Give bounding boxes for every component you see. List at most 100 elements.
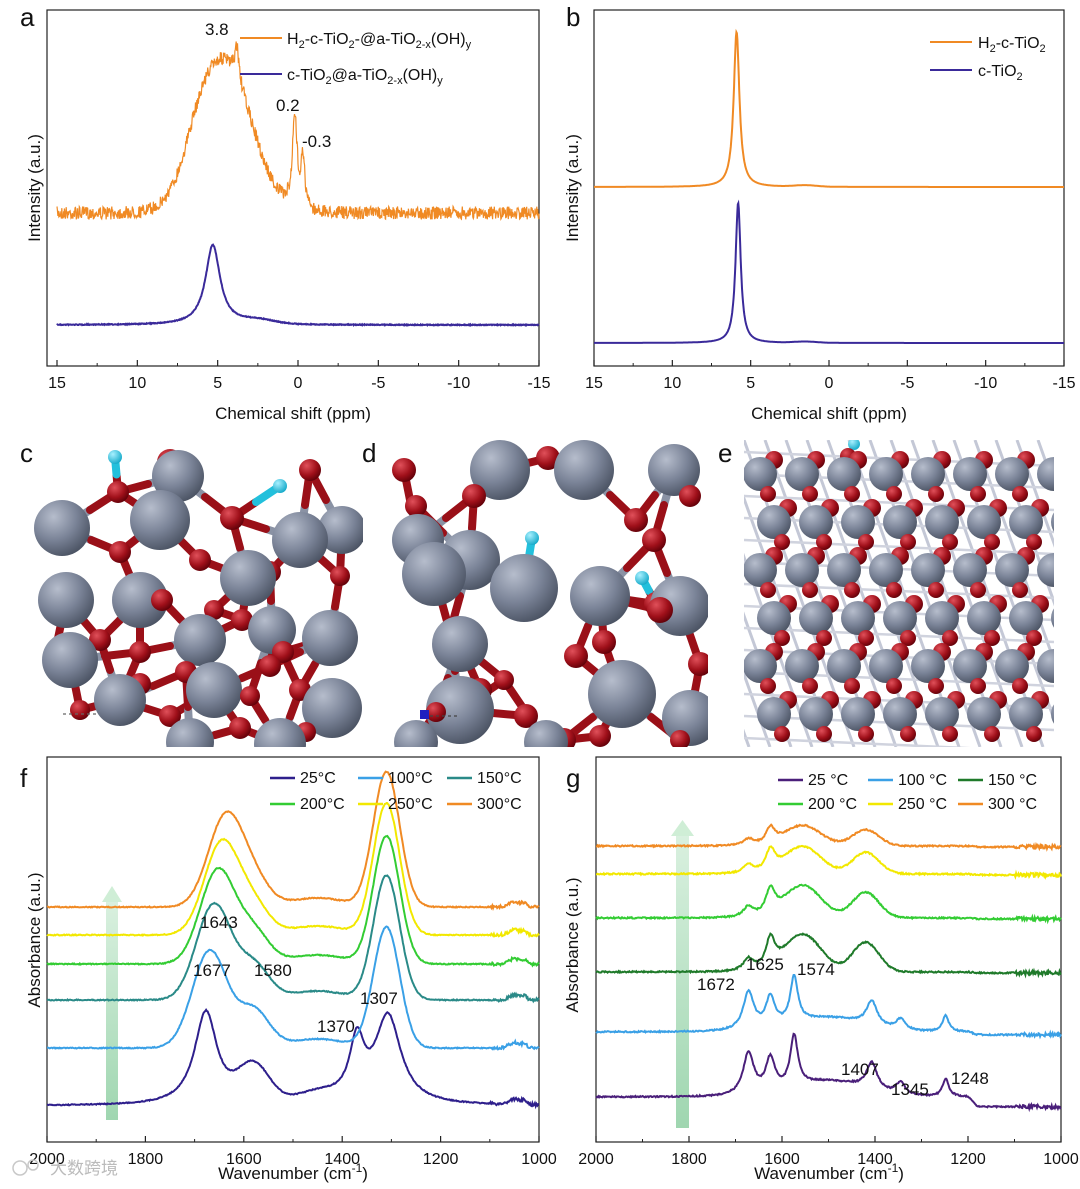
o-atom bbox=[109, 541, 131, 563]
o-atom bbox=[858, 630, 874, 646]
ti-atom bbox=[1051, 512, 1054, 532]
lattice-bond bbox=[744, 538, 1054, 556]
ti-atom bbox=[911, 457, 945, 491]
ti-atom bbox=[254, 718, 306, 747]
ti-atom bbox=[1051, 608, 1054, 628]
ti-atom bbox=[995, 553, 1029, 587]
o-atom bbox=[774, 630, 790, 646]
o-atom bbox=[970, 678, 986, 694]
watermark-logo-icon-2 bbox=[27, 1159, 39, 1171]
o-atom bbox=[760, 678, 776, 694]
ti-atom bbox=[757, 601, 791, 635]
o-atom bbox=[1068, 630, 1080, 646]
xtick-label: 1000 bbox=[521, 1151, 557, 1168]
chart-g-arrow-head bbox=[671, 820, 694, 836]
watermark-text: 大数跨境 bbox=[50, 1159, 118, 1179]
chart-b: 15 10 5 0 -5 -10 -15 Chemical shift (ppm) Inte… bbox=[563, 9, 1076, 423]
legend-g-label: 300 °C bbox=[988, 796, 1037, 813]
ti-atom bbox=[841, 697, 875, 731]
o-atom bbox=[1059, 643, 1077, 661]
chart-g: 2000 1800 1600 1400 1200 1000 Wavenumber (cm-… bbox=[563, 756, 1079, 1183]
chart-f-arrow-shaft bbox=[106, 902, 118, 1120]
ti-atom bbox=[394, 720, 438, 747]
ti-atom bbox=[1037, 457, 1054, 491]
o-atom bbox=[858, 726, 874, 742]
chart-a-xlabel: Chemical shift (ppm) bbox=[215, 404, 371, 423]
series-f-250c bbox=[46, 801, 540, 939]
legend-b-item-2: c-TiO2 bbox=[978, 63, 1023, 83]
annotation-f-1643: 1643 bbox=[200, 913, 238, 932]
legend-g-label: 150 °C bbox=[988, 772, 1037, 789]
o-atom bbox=[642, 528, 666, 552]
panel-label-e: e bbox=[718, 438, 732, 468]
ti-atom bbox=[911, 649, 945, 683]
xtick-label: -10 bbox=[974, 375, 997, 392]
panel-label-b: b bbox=[566, 2, 580, 32]
series-g-300C bbox=[595, 823, 1062, 852]
ti-atom bbox=[841, 601, 875, 635]
o-atom bbox=[679, 485, 701, 507]
o-atom bbox=[984, 534, 1000, 550]
chart-f-ylabel: Absorbance (a.u.) bbox=[25, 872, 44, 1007]
o-atom bbox=[1073, 595, 1080, 613]
legend-f-label: 100°C bbox=[388, 770, 433, 787]
ti-atom bbox=[883, 601, 917, 635]
ti-atom bbox=[648, 444, 700, 496]
ti-atom bbox=[174, 614, 226, 666]
chart-g-legend: 25 °C 100 °C 150 °C 200 °C 250 °C 300 °C bbox=[778, 772, 1037, 813]
o-atom bbox=[1012, 486, 1028, 502]
xtick-label: -5 bbox=[900, 375, 914, 392]
o-atom bbox=[564, 644, 588, 668]
legend-a-item-2: c-TiO2@a-TiO2-x(OH)y bbox=[287, 67, 443, 87]
o-atom bbox=[151, 589, 173, 611]
o-atom bbox=[392, 458, 416, 482]
xtick-label: 1000 bbox=[1043, 1151, 1079, 1168]
o-atom bbox=[89, 629, 111, 651]
o-atom bbox=[688, 652, 708, 676]
h-atom bbox=[635, 571, 649, 585]
annotation-g-1248: 1248 bbox=[951, 1069, 989, 1088]
xtick-label: -15 bbox=[527, 375, 550, 392]
o-atom bbox=[189, 549, 211, 571]
annotation-a-0.2: 0.2 bbox=[276, 96, 300, 115]
ti-atom bbox=[995, 649, 1029, 683]
xtick-label: 1800 bbox=[128, 1151, 164, 1168]
lattice-bond bbox=[763, 440, 877, 747]
legend-f-label: 200°C bbox=[300, 796, 345, 813]
o-atom bbox=[240, 686, 260, 706]
ti-atom bbox=[785, 553, 819, 587]
series-g-150C bbox=[595, 932, 1062, 979]
ti-atom bbox=[953, 649, 987, 683]
o-atom bbox=[1073, 499, 1080, 517]
ti-atom bbox=[827, 649, 861, 683]
chart-a-xticks: 15 10 5 0 -5 -10 -15 bbox=[48, 360, 551, 392]
lattice-bond bbox=[847, 440, 961, 747]
series-g-200C bbox=[595, 883, 1062, 925]
o-atom bbox=[462, 484, 486, 508]
ti-atom bbox=[1009, 505, 1043, 539]
xtick-label: 10 bbox=[663, 375, 681, 392]
ti-atom bbox=[799, 601, 833, 635]
annotation-g-1407: 1407 bbox=[841, 1060, 879, 1079]
o-atom bbox=[942, 630, 958, 646]
xtick-label: 10 bbox=[128, 375, 146, 392]
o-atom bbox=[816, 726, 832, 742]
ti-atom bbox=[785, 457, 819, 491]
o-atom bbox=[1059, 451, 1077, 469]
o-atom bbox=[592, 630, 616, 654]
ti-atom bbox=[995, 457, 1029, 491]
ti-atom bbox=[570, 566, 630, 626]
h-atom bbox=[848, 440, 860, 450]
o-atom bbox=[647, 597, 673, 623]
chart-g-xticks: 2000 1800 1600 1400 1200 1000 bbox=[578, 1136, 1079, 1168]
lattice-bond bbox=[973, 440, 1054, 665]
panel-label-d: d bbox=[362, 438, 376, 468]
chart-f-legend: 25°C 100°C 150°C 200°C 250°C 300°C bbox=[270, 770, 522, 813]
o-atom bbox=[405, 495, 427, 517]
ti-atom bbox=[588, 660, 656, 728]
series-f-200c bbox=[46, 834, 540, 968]
o-atom bbox=[426, 702, 446, 722]
watermark-logo-icon bbox=[12, 1160, 28, 1176]
o-atom bbox=[1012, 582, 1028, 598]
